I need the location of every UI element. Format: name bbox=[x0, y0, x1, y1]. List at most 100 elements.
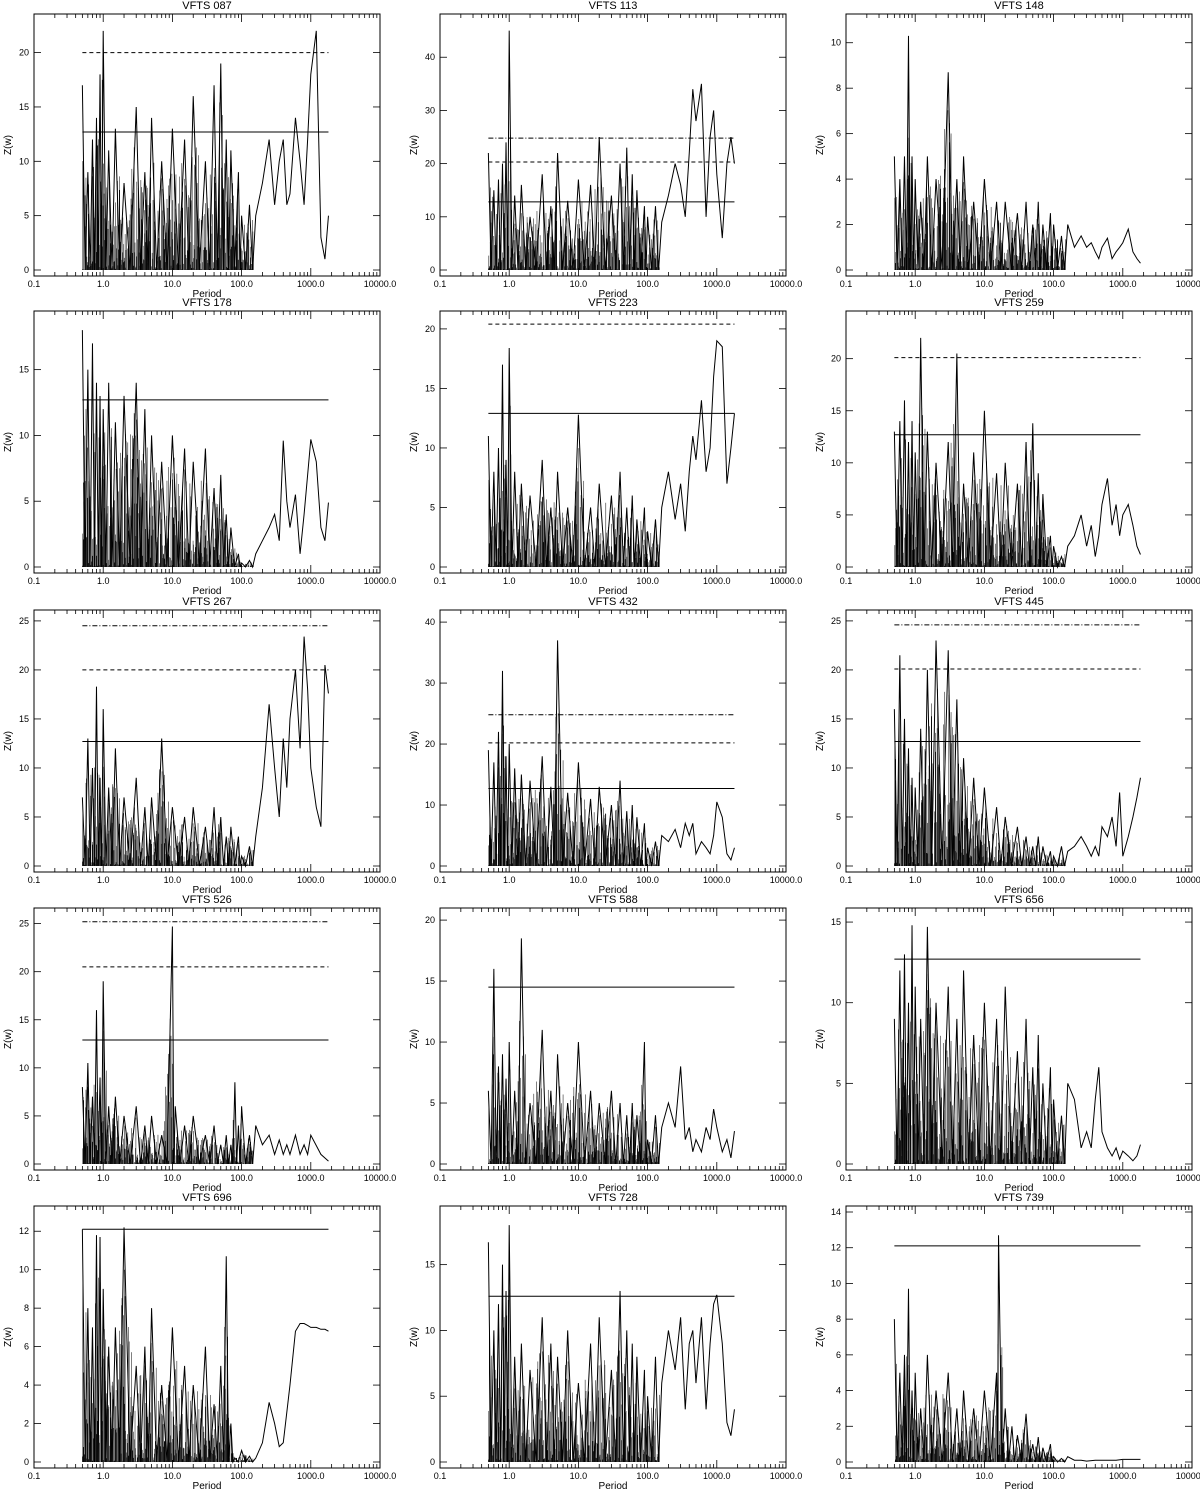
periodogram-panel: VFTS 432 Z(w) Period 0.1 1.0 10.0 100.0 1000.0 1… bbox=[406, 596, 802, 898]
periodogram-panel: VFTS 656 Z(w) Period 0.1 1.0 10.0 100.0 1000.0 1… bbox=[812, 894, 1200, 1196]
panel-title: VFTS 113 bbox=[588, 0, 638, 12]
panel-title: VFTS 259 bbox=[994, 297, 1044, 309]
y-tick-label: 14 bbox=[831, 1207, 841, 1217]
plot-frame bbox=[439, 609, 787, 873]
x-tick-label: 0.1 bbox=[28, 875, 41, 885]
x-tick-label: 100.0 bbox=[1042, 279, 1065, 289]
x-tick-label: 10.0 bbox=[164, 279, 182, 289]
y-tick-label: 10 bbox=[425, 1325, 435, 1335]
y-tick-label: 10 bbox=[19, 1265, 29, 1275]
y-tick-label: 6 bbox=[836, 129, 841, 139]
plot-area: 0.1 1.0 10.0 100.0 1000.0 10000.0 0 5 10 15 20 bbox=[19, 13, 396, 289]
plot-frame bbox=[845, 1205, 1193, 1469]
x-axis-label: Period bbox=[192, 289, 222, 300]
plot-frame bbox=[845, 13, 1193, 277]
y-tick-label: 10 bbox=[19, 763, 29, 773]
x-tick-label: 1000.0 bbox=[703, 279, 731, 289]
plot-area: 0.1 1.0 10.0 100.0 1000.0 10000.0 0 5 10 15 bbox=[425, 1205, 802, 1481]
y-tick-label: 0 bbox=[24, 1159, 29, 1169]
x-tick-label: 1.0 bbox=[909, 576, 922, 586]
periodogram-panel: VFTS 526 Z(w) Period 0.1 1.0 10.0 100.0 1000.0 1… bbox=[0, 894, 396, 1196]
y-tick-label: 8 bbox=[836, 83, 841, 93]
x-tick-label: 1.0 bbox=[97, 576, 110, 586]
y-tick-label: 4 bbox=[836, 174, 841, 184]
x-tick-label: 1.0 bbox=[97, 1173, 110, 1183]
y-tick-label: 8 bbox=[24, 1303, 29, 1313]
periodogram-panel: VFTS 113 Z(w) Period 0.1 1.0 10.0 100.0 1000.0 1… bbox=[406, 0, 802, 302]
x-tick-label: 100.0 bbox=[230, 279, 253, 289]
periodogram-line bbox=[893, 640, 1141, 868]
y-tick-label: 0 bbox=[24, 265, 29, 275]
x-tick-label: 1.0 bbox=[909, 1471, 922, 1481]
panel-title: VFTS 526 bbox=[182, 894, 232, 906]
plot-area: 0.1 1.0 10.0 100.0 1000.0 10000.0 0 10 20 30 40 bbox=[425, 13, 802, 289]
y-tick-label: 20 bbox=[19, 665, 29, 675]
plot-frame bbox=[33, 907, 381, 1171]
x-tick-label: 0.1 bbox=[840, 279, 853, 289]
x-tick-label: 0.1 bbox=[434, 875, 447, 885]
x-tick-label: 0.1 bbox=[28, 279, 41, 289]
y-tick-label: 0 bbox=[836, 1159, 841, 1169]
x-tick-label: 10000.0 bbox=[1176, 576, 1200, 586]
y-tick-label: 10 bbox=[831, 763, 841, 773]
x-tick-label: 10000.0 bbox=[364, 279, 397, 289]
y-tick-label: 2 bbox=[836, 220, 841, 230]
x-tick-label: 10000.0 bbox=[364, 1173, 397, 1183]
x-tick-label: 100.0 bbox=[230, 875, 253, 885]
x-tick-label: 0.1 bbox=[28, 1471, 41, 1481]
x-tick-label: 100.0 bbox=[230, 1471, 253, 1481]
x-axis-label: Period bbox=[192, 885, 222, 896]
y-tick-label: 0 bbox=[430, 562, 435, 572]
x-tick-label: 1000.0 bbox=[703, 576, 731, 586]
x-tick-label: 10.0 bbox=[164, 1173, 182, 1183]
x-tick-label: 1.0 bbox=[503, 1471, 516, 1481]
x-axis-label: Period bbox=[598, 885, 628, 896]
x-tick-label: 10.0 bbox=[570, 279, 588, 289]
y-tick-label: 20 bbox=[831, 354, 841, 364]
y-tick-label: 6 bbox=[24, 1342, 29, 1352]
plot-area: 0.1 1.0 10.0 100.0 1000.0 10000.0 0 2 4 6 8 10 bbox=[831, 13, 1200, 289]
plot-area: 0.1 1.0 10.0 100.0 1000.0 10000.0 0 5 10 15 20 25 bbox=[19, 907, 396, 1183]
x-tick-label: 10000.0 bbox=[364, 875, 397, 885]
x-tick-label: 100.0 bbox=[1042, 576, 1065, 586]
x-tick-label: 10000.0 bbox=[770, 279, 803, 289]
x-tick-label: 0.1 bbox=[840, 576, 853, 586]
y-tick-label: 0 bbox=[24, 861, 29, 871]
y-tick-label: 0 bbox=[24, 1457, 29, 1467]
x-tick-label: 100.0 bbox=[230, 576, 253, 586]
y-tick-label: 0 bbox=[430, 1457, 435, 1467]
x-axis-label: Period bbox=[598, 586, 628, 597]
x-axis-label: Period bbox=[1004, 885, 1034, 896]
y-tick-label: 4 bbox=[836, 1386, 841, 1396]
plot-frame bbox=[439, 13, 787, 277]
y-tick-label: 15 bbox=[19, 1015, 29, 1025]
periodogram-panel: VFTS 728 Z(w) Period 0.1 1.0 10.0 100.0 1000.0 1… bbox=[406, 1192, 802, 1494]
y-tick-label: 20 bbox=[425, 915, 435, 925]
x-tick-label: 1000.0 bbox=[1109, 875, 1137, 885]
x-tick-label: 1.0 bbox=[503, 1173, 516, 1183]
x-tick-label: 1000.0 bbox=[1109, 279, 1137, 289]
x-tick-label: 1000.0 bbox=[703, 875, 731, 885]
x-axis-label: Period bbox=[1004, 289, 1034, 300]
x-tick-label: 10.0 bbox=[570, 1173, 588, 1183]
y-tick-label: 5 bbox=[24, 812, 29, 822]
periodogram-line bbox=[487, 938, 735, 1165]
y-tick-label: 5 bbox=[24, 496, 29, 506]
panel-title: VFTS 223 bbox=[588, 297, 638, 309]
x-tick-label: 10.0 bbox=[976, 875, 994, 885]
y-tick-label: 15 bbox=[19, 365, 29, 375]
periodogram-line bbox=[893, 337, 1141, 569]
plot-area: 0.1 1.0 10.0 100.0 1000.0 10000.0 0 5 10 15 20 bbox=[831, 310, 1200, 586]
panel-title: VFTS 445 bbox=[994, 596, 1044, 608]
y-tick-label: 0 bbox=[836, 1457, 841, 1467]
y-tick-label: 0 bbox=[24, 562, 29, 572]
periodogram-line bbox=[487, 640, 735, 867]
periodogram-line bbox=[487, 1225, 735, 1463]
x-tick-label: 10000.0 bbox=[1176, 1471, 1200, 1481]
x-tick-label: 1.0 bbox=[503, 875, 516, 885]
plot-frame bbox=[845, 609, 1193, 873]
x-tick-label: 100.0 bbox=[636, 1173, 659, 1183]
periodogram-line bbox=[893, 35, 1141, 271]
periodogram-line bbox=[81, 30, 329, 271]
plot-frame bbox=[33, 1205, 381, 1469]
